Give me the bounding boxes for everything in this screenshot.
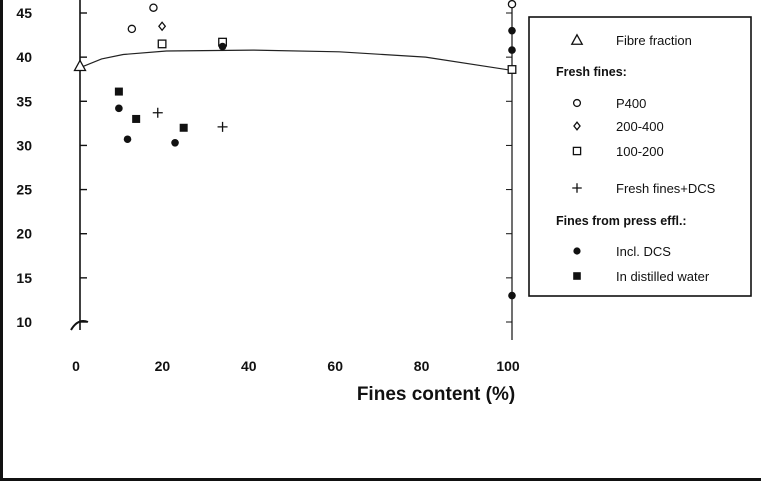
legend-label-p400: P400 xyxy=(616,96,646,111)
x-ticks: 0 20 40 60 80 100 xyxy=(72,358,520,374)
y-tick-label: 30 xyxy=(16,137,32,153)
legend-marker-fresh_dcs xyxy=(572,183,582,193)
data-point-incl_dcs xyxy=(508,26,516,35)
y-tick-label: 45 xyxy=(16,5,32,21)
legend-heading: Fines from press effl.: xyxy=(556,214,687,228)
x-tick-label: 20 xyxy=(155,358,171,374)
data-point-incl_dcs xyxy=(218,42,227,51)
y-ticks: 10 15 20 25 30 35 40 45 xyxy=(16,5,512,330)
x-tick-label: 40 xyxy=(241,358,257,374)
legend-label-fibre: Fibre fraction xyxy=(616,33,692,48)
data-point-distilled xyxy=(114,87,123,96)
data-point-p400 xyxy=(127,24,137,34)
data-point-incl_dcs xyxy=(508,46,516,54)
x-tick-label: 100 xyxy=(496,358,520,374)
data-point-incl_dcs xyxy=(115,104,123,113)
data-point-fresh_dcs xyxy=(217,121,228,132)
legend-marker-distilled xyxy=(573,272,581,280)
legend-label-distilled: In distilled water xyxy=(616,269,710,284)
data-point-incl_dcs xyxy=(123,135,132,144)
legend-marker-fibre xyxy=(570,33,584,45)
legend-label-s100_200: 100-200 xyxy=(616,144,664,159)
fibre-trend-curve xyxy=(79,49,513,71)
data-point-p400 xyxy=(507,0,517,9)
data-point-s100_200 xyxy=(157,39,167,49)
data-point-fresh_dcs xyxy=(152,107,163,118)
legend-marker-s100_200 xyxy=(572,146,582,156)
y-tick-label: 25 xyxy=(16,182,32,198)
x-axis-label: Fines content (%) xyxy=(357,384,515,405)
legend-label-fresh_dcs: Fresh fines+DCS xyxy=(616,181,716,196)
legend-box xyxy=(528,16,752,297)
x-tick-label: 80 xyxy=(414,358,430,374)
legend: Fibre fraction Fresh fines: P400 200-400 100… xyxy=(556,33,716,284)
legend-marker-s200_400 xyxy=(573,121,581,131)
legend-heading: Fresh fines: xyxy=(556,65,627,79)
data-point-fibre xyxy=(73,59,87,72)
legend-marker-p400 xyxy=(572,98,582,108)
data-point-p400 xyxy=(149,3,158,12)
data-point-s200_400 xyxy=(158,21,167,32)
data-point-incl_dcs xyxy=(508,291,516,300)
y-tick-label: 10 xyxy=(16,314,32,330)
y-tick-label: 40 xyxy=(16,49,32,65)
data-point-incl_dcs xyxy=(171,138,179,147)
legend-label-s200_400: 200-400 xyxy=(616,119,664,134)
y-tick-label: 20 xyxy=(16,226,32,242)
data-point-s100_200 xyxy=(507,65,517,74)
data-points xyxy=(73,0,517,300)
y-tick-label: 15 xyxy=(16,270,32,286)
y-tick-label: 35 xyxy=(16,93,32,109)
legend-label-incl_dcs: Incl. DCS xyxy=(616,244,671,259)
x-tick-label: 60 xyxy=(327,358,343,374)
data-point-distilled xyxy=(179,123,188,132)
legend-marker-incl_dcs xyxy=(573,247,581,255)
data-point-distilled xyxy=(132,114,141,123)
x-tick-label: 0 xyxy=(72,358,80,374)
